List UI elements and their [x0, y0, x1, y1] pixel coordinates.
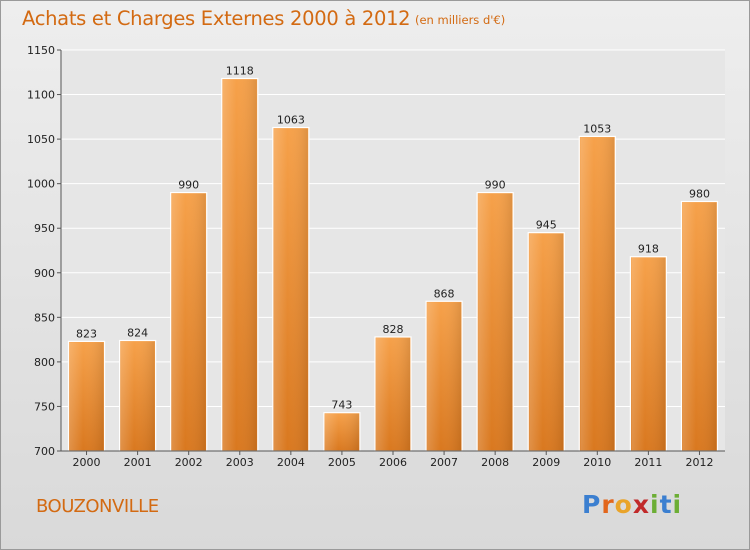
logo-letter: t	[659, 490, 673, 519]
data-label: 743	[331, 399, 352, 412]
x-tick-label: 2004	[277, 456, 305, 469]
x-tick-label: 2001	[124, 456, 152, 469]
x-tick-label: 2011	[634, 456, 662, 469]
proxiti-logo: Proxiti	[582, 490, 682, 519]
data-label: 945	[536, 219, 557, 232]
logo-letter: i	[672, 490, 683, 519]
x-tick-label: 2006	[379, 456, 407, 469]
x-tick-label: 2010	[583, 456, 611, 469]
data-label: 868	[434, 287, 455, 300]
logo-letter: x	[632, 490, 650, 519]
x-tick-label: 2008	[481, 456, 509, 469]
data-label: 1118	[226, 65, 254, 78]
x-axis: 2000 2001 2002 2003 2004 2005 2006 2007 2008 2009…	[61, 450, 725, 469]
data-label: 823	[76, 327, 97, 340]
x-tick-label: 2000	[73, 456, 101, 469]
bars	[67, 77, 719, 452]
bar-shade	[529, 233, 564, 451]
x-tick-label: 2012	[685, 456, 713, 469]
x-tick-label: 2003	[226, 456, 254, 469]
data-label: 1053	[583, 122, 611, 135]
data-label: 824	[127, 327, 148, 340]
data-label: 980	[689, 187, 710, 200]
bar-shade	[222, 79, 257, 451]
y-tick-label: 1050	[27, 133, 55, 146]
y-tick-label: 850	[34, 311, 55, 324]
chart-title: Achats et Charges Externes 2000 à 2012	[22, 7, 411, 30]
data-labels: 823 824 990 1118 1063 743 828 868 990 945 1053 918 9…	[76, 65, 710, 412]
logo-letter: r	[601, 490, 615, 519]
y-tick-label: 700	[34, 445, 55, 458]
y-tick-label: 1000	[27, 178, 55, 191]
y-tick-label: 950	[34, 222, 55, 235]
x-tick-label: 2009	[532, 456, 560, 469]
data-label: 1063	[277, 114, 305, 127]
bar-shade	[324, 413, 359, 451]
y-tick-label: 1100	[27, 89, 55, 102]
bar-shade	[171, 193, 206, 452]
logo-letter: P	[582, 490, 602, 519]
x-tick-label: 2005	[328, 456, 356, 469]
data-label: 990	[178, 179, 199, 192]
data-label: 918	[638, 243, 659, 256]
bar-shade	[376, 337, 410, 451]
x-tick-label: 2002	[175, 456, 203, 469]
bar-shade	[631, 257, 666, 451]
bar-shade	[478, 193, 513, 452]
y-tick-label: 900	[34, 267, 55, 280]
chart-subtitle: (en milliers d'€)	[415, 13, 506, 27]
location-name: BOUZONVILLE	[36, 496, 159, 517]
y-tick-label: 1150	[27, 44, 55, 57]
bar-shade	[580, 137, 615, 451]
data-label: 828	[383, 323, 404, 336]
y-tick-label: 800	[34, 356, 55, 369]
bar-shade	[682, 202, 717, 451]
y-tick-label: 750	[34, 400, 55, 413]
y-axis: 700 750 800 850 900 950 1000 1050 1100 1150	[27, 44, 62, 458]
data-label: 990	[485, 179, 506, 192]
logo-letter: i	[650, 490, 660, 519]
bar-shade	[427, 302, 462, 451]
bar-shade	[273, 128, 308, 451]
bar-shade	[69, 342, 104, 451]
logo-letter: o	[614, 490, 633, 519]
bar-shade	[120, 341, 155, 451]
x-tick-label: 2007	[430, 456, 458, 469]
